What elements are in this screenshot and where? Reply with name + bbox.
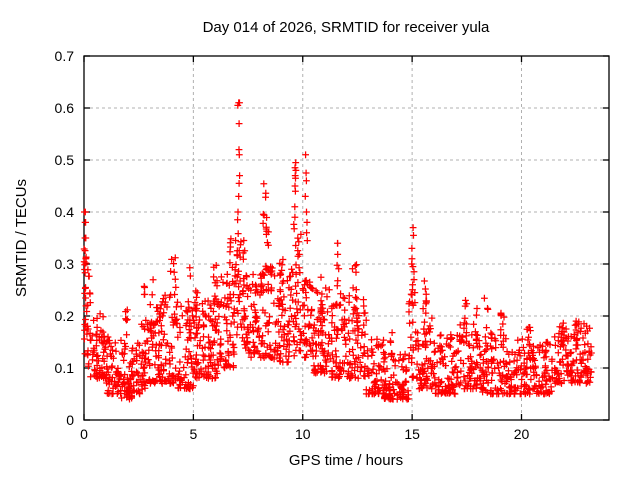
y-tick-label: 0.1 xyxy=(55,360,75,376)
y-tick-label: 0.3 xyxy=(55,256,75,272)
x-tick-label: 20 xyxy=(514,426,530,442)
grid-lines xyxy=(84,56,609,420)
y-tick-label: 0.7 xyxy=(55,48,75,64)
y-tick-label: 0 xyxy=(66,412,74,428)
y-tick-label: 0.4 xyxy=(55,204,75,220)
x-axis-label: GPS time / hours xyxy=(289,452,403,469)
chart-title: Day 014 of 2026, SRMTID for receiver yul… xyxy=(203,19,490,36)
y-tick-label: 0.6 xyxy=(55,100,75,116)
y-tick-labels: 0 0.1 0.2 0.3 0.4 0.5 0.6 0.7 xyxy=(55,48,75,428)
x-tick-label: 0 xyxy=(80,426,88,442)
data-points xyxy=(80,99,595,403)
x-tick-labels: 0 5 10 15 20 xyxy=(80,426,529,442)
y-tick-label: 0.2 xyxy=(55,308,75,324)
x-tick-label: 5 xyxy=(189,426,197,442)
x-tick-label: 15 xyxy=(404,426,420,442)
x-tick-label: 10 xyxy=(295,426,311,442)
y-tick-label: 0.5 xyxy=(55,152,75,168)
y-axis-label: SRMTID / TECUs xyxy=(13,179,30,297)
